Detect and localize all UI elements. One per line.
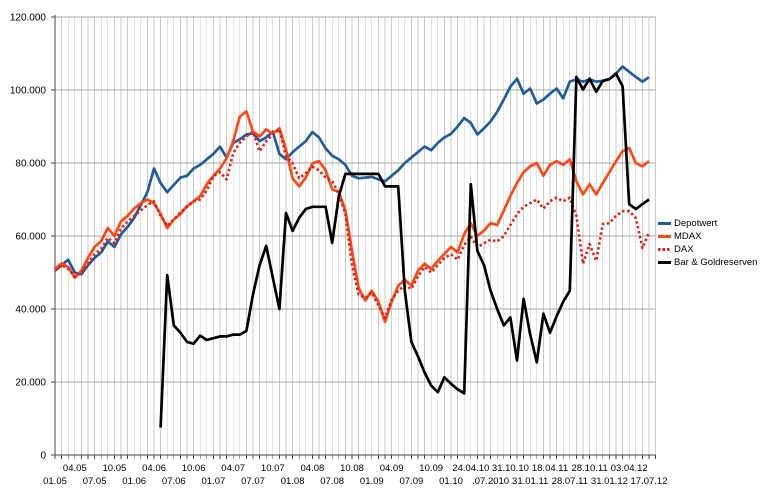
series-depotwert: [54, 65, 650, 276]
x-tick-label: 28.10.11: [571, 463, 607, 474]
x-tick-label: 31.10.10: [492, 463, 529, 474]
legend-label-depotwert: Depotwert: [674, 218, 718, 229]
x-tick-label: 01.06: [122, 476, 146, 487]
x-tick-label: 01.09: [360, 476, 384, 487]
dax-dotted-line-swatch-icon: [658, 248, 671, 251]
x-tick-label: 31.01.12: [591, 476, 628, 487]
x-tick-label: 07.09: [400, 476, 424, 487]
series-mdax: [54, 110, 650, 324]
bar-goldreserven-line-swatch-icon: [658, 261, 671, 264]
x-tick-label: 10.05: [103, 463, 127, 474]
x-tick-label: 01.08: [281, 476, 305, 487]
x-tick-label: 10.08: [340, 463, 364, 474]
y-tick-label: 60.000: [15, 232, 46, 243]
x-tick-label: 24.04.10: [452, 463, 489, 474]
legend-item-mdax: MDAX: [658, 232, 757, 241]
y-tick-label: 0: [40, 451, 46, 462]
y-tick-label: 20.000: [15, 378, 46, 389]
axes: [51, 15, 656, 459]
x-tick-label: 01.07: [202, 476, 226, 487]
x-tick-label: 28.07.11: [552, 476, 588, 487]
series-bar-goldreserven: [159, 72, 650, 428]
x-tick-label: 04.06: [142, 463, 166, 474]
gridlines: [54, 16, 656, 455]
legend-label-mdax: MDAX: [674, 231, 702, 242]
x-tick-label: 04.05: [63, 463, 87, 474]
x-tick-label: 04.08: [301, 463, 325, 474]
x-tick-label: 01.05: [43, 476, 67, 487]
legend: Depotwert MDAX DAX Bar & Goldreserven: [658, 219, 757, 267]
x-tick-label: 18.04.11: [532, 463, 568, 474]
series-dax: [54, 128, 651, 320]
x-tick-label: 10.09: [419, 463, 443, 474]
x-tick-label: 07.06: [162, 476, 186, 487]
legend-label-dax: DAX: [674, 244, 694, 255]
depotwert-line-swatch-icon: [658, 222, 671, 225]
x-tick-label: 07.08: [320, 476, 344, 487]
y-tick-label: 80.000: [15, 159, 46, 170]
x-tick-label: 10.06: [182, 463, 206, 474]
x-tick-label: 03.04.12: [611, 463, 648, 474]
legend-item-bar-goldreserven: Bar & Goldreserven: [658, 258, 757, 267]
x-tick-label: 07.07: [241, 476, 265, 487]
y-tick-label: 100.000: [10, 86, 47, 97]
y-tick-label: 40.000: [15, 305, 46, 316]
legend-item-depotwert: Depotwert: [658, 219, 757, 228]
x-tick-label: 07.05: [83, 476, 107, 487]
legend-label-bar-goldreserven: Bar & Goldreserven: [674, 257, 758, 268]
x-tick-label: 04.07: [221, 463, 245, 474]
x-tick-label: 31.01.11: [512, 476, 548, 487]
legend-item-dax: DAX: [658, 245, 757, 254]
mdax-line-swatch-icon: [658, 235, 671, 238]
y-axis-labels: 0 20.000 40.000 60.000 80.000 100.000 120.000: [10, 13, 47, 462]
x-tick-label: .07.2010: [472, 476, 509, 487]
x-tick-label: 04.09: [380, 463, 404, 474]
x-tick-label: 17.07.12: [631, 476, 668, 487]
y-tick-label: 120.000: [10, 13, 47, 24]
x-axis-labels: 04.05 10.05 04.06 10.06 04.07 10.07 04.08 10.08…: [43, 463, 667, 487]
x-tick-label: 01.10: [439, 476, 463, 487]
x-tick-label: 10.07: [261, 463, 285, 474]
